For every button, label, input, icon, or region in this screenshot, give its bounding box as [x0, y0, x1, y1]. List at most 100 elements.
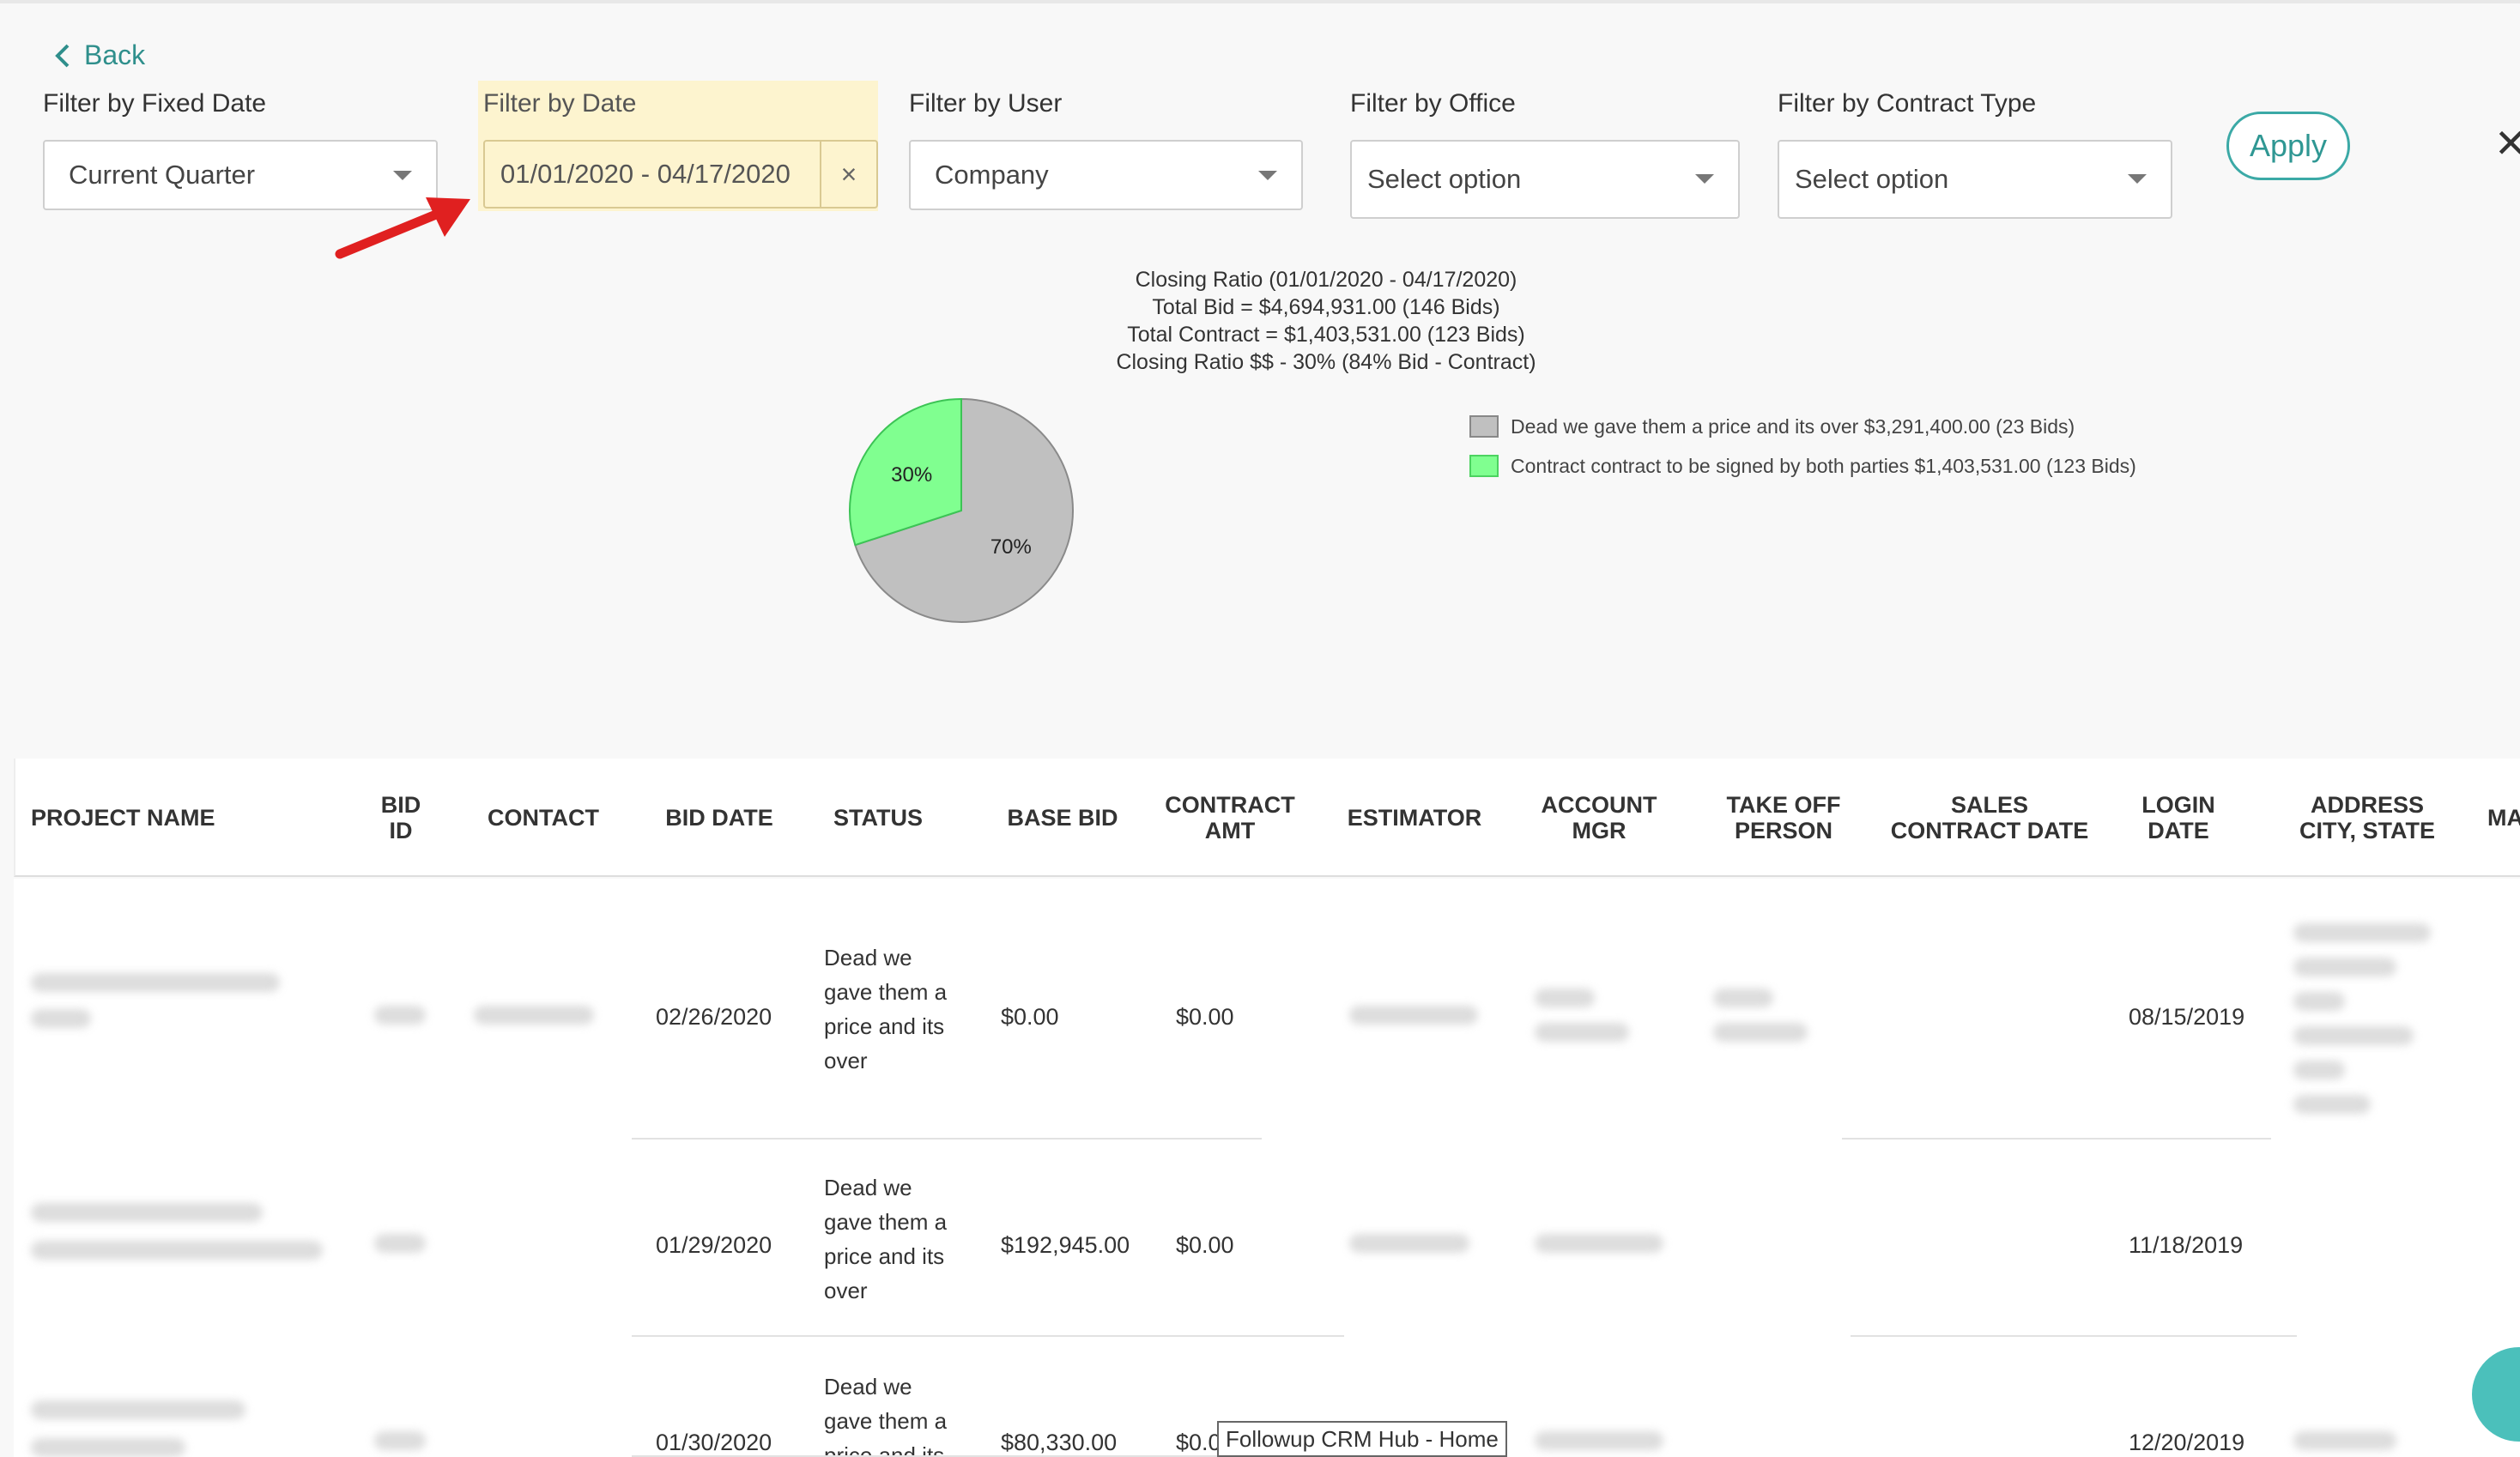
- login-date: 11/18/2019: [2129, 1232, 2244, 1258]
- browser-tooltip: Followup CRM Hub - Home: [1217, 1421, 1507, 1457]
- filter-office-select[interactable]: Select option: [1350, 140, 1740, 219]
- col-contact[interactable]: CONTACT: [488, 805, 599, 831]
- project-name-blurred: [31, 1203, 263, 1222]
- chart-title-line: Closing Ratio (01/01/2020 - 04/17/2020): [1135, 268, 1517, 292]
- legend-label-dead: Dead we gave them a price and its over $…: [1511, 414, 2075, 438]
- contract-amt: $0.0: [1176, 1430, 1221, 1455]
- col-estimator[interactable]: ESTIMATOR: [1347, 805, 1482, 831]
- close-icon[interactable]: ✕: [2494, 121, 2520, 166]
- status: Dead we gave them a price and its over: [824, 945, 948, 1073]
- col-status[interactable]: STATUS: [833, 805, 923, 831]
- row-divider: [632, 1455, 1490, 1457]
- closing-ratio-pie-chart: 70% 30%: [849, 397, 1074, 623]
- filter-fixed-date-select[interactable]: Current Quarter: [43, 140, 438, 210]
- account-mgr-blurred: [1535, 988, 1595, 1007]
- address-blurred: [2293, 1026, 2414, 1045]
- legend-swatch-dead: [1469, 415, 1499, 438]
- bid-id-blurred: [374, 1006, 426, 1025]
- account-mgr-blurred: [1535, 1234, 1663, 1253]
- pie-slice-contract[interactable]: [849, 397, 962, 547]
- col-login-date[interactable]: LOGIN DATE: [2141, 792, 2215, 843]
- col-base-bid[interactable]: BASE BID: [1007, 805, 1118, 831]
- col-address[interactable]: ADDRESS CITY, STATE: [2299, 792, 2435, 843]
- row-divider: [632, 1138, 1262, 1140]
- col-take-off-person[interactable]: TAKE OFF PERSON: [1726, 792, 1841, 843]
- top-border: [0, 0, 2520, 3]
- take-off-blurred: [1713, 988, 1773, 1007]
- apply-button[interactable]: Apply: [2226, 112, 2350, 180]
- red-arrow-annotation: [335, 197, 470, 259]
- login-date: 08/15/2019: [2129, 1004, 2245, 1030]
- account-mgr-blurred: [1535, 1023, 1629, 1042]
- status: Dead we gave them a price and its over: [824, 1175, 948, 1303]
- chart-legend: Dead we gave them a price and its over $…: [1469, 407, 2136, 486]
- address-blurred: [2293, 1095, 2371, 1114]
- filter-date-value: 01/01/2020 - 04/17/2020: [500, 159, 791, 189]
- col-bid-date[interactable]: BID DATE: [665, 805, 773, 831]
- filter-office-value: Select option: [1367, 164, 1522, 194]
- legend-item-dead: Dead we gave them a price and its over $…: [1469, 407, 2136, 446]
- filter-contract-type-label: Filter by Contract Type: [1778, 89, 2037, 118]
- bid-date: 02/26/2020: [656, 1004, 772, 1030]
- account-mgr-blurred: [1535, 1431, 1663, 1450]
- chart-title-line: Total Bid = $4,694,931.00 (146 Bids): [1152, 295, 1500, 319]
- caret-down-icon: [2128, 174, 2147, 184]
- chevron-left-icon: [55, 44, 70, 67]
- login-date: 12/20/2019: [2129, 1430, 2245, 1455]
- pie-label-contract: 30%: [891, 463, 932, 487]
- take-off-blurred: [1713, 1023, 1808, 1042]
- caret-down-icon: [1258, 171, 1277, 180]
- bid-date: 01/30/2020: [656, 1430, 772, 1455]
- caret-down-icon: [1695, 174, 1714, 184]
- base-bid: $80,330.00: [1001, 1430, 1118, 1455]
- filter-contract-type-select[interactable]: Select option: [1778, 140, 2172, 219]
- table-body: 02/26/2020 Dead we gave them a price and…: [14, 879, 2520, 1457]
- project-name-blurred: [31, 973, 280, 992]
- contract-amt: $0.00: [1176, 1232, 1234, 1258]
- project-name-blurred: [31, 1009, 91, 1028]
- bid-id-blurred: [374, 1234, 426, 1253]
- project-name-blurred: [31, 1400, 245, 1419]
- row-divider: [1842, 1138, 2271, 1140]
- address-blurred: [2293, 1431, 2396, 1450]
- row-divider: [1851, 1335, 2297, 1337]
- pie-slice-dead[interactable]: [854, 397, 1074, 623]
- col-bid-id[interactable]: BID ID: [380, 792, 421, 843]
- legend-swatch-contract: [1469, 455, 1499, 477]
- filter-office-label: Filter by Office: [1350, 89, 1516, 118]
- filter-user-select[interactable]: Company: [909, 140, 1303, 210]
- bid-date: 01/29/2020: [656, 1232, 772, 1258]
- clear-date-button[interactable]: ×: [820, 142, 876, 207]
- filter-user-value: Company: [935, 160, 1049, 190]
- filter-fixed-date-label: Filter by Fixed Date: [43, 89, 267, 118]
- back-link[interactable]: Back: [53, 39, 145, 71]
- col-sales-contract-date[interactable]: SALES CONTRACT DATE: [1890, 792, 2089, 843]
- base-bid: $192,945.00: [1001, 1232, 1130, 1258]
- legend-item-contract: Contract contract to be signed by both p…: [1469, 446, 2136, 486]
- address-blurred: [2293, 992, 2345, 1011]
- status: Dead we gave them a price and its: [824, 1374, 948, 1457]
- table-header: PROJECT NAME BID ID CONTACT BID DATE STA…: [14, 759, 2520, 877]
- col-ma[interactable]: MA: [2487, 805, 2520, 831]
- caret-down-icon: [393, 171, 412, 180]
- bid-id-blurred: [374, 1431, 426, 1450]
- address-blurred: [2293, 1061, 2345, 1079]
- filter-date-input[interactable]: 01/01/2020 - 04/17/2020 ×: [483, 140, 878, 209]
- base-bid: $0.00: [1001, 1004, 1059, 1030]
- filter-user-label: Filter by User: [909, 89, 1063, 118]
- legend-label-contract: Contract contract to be signed by both p…: [1511, 454, 2136, 477]
- chart-title-line: Closing Ratio $$ - 30% (84% Bid - Contra…: [1116, 350, 1536, 374]
- address-blurred: [2293, 958, 2396, 976]
- col-contract-amt[interactable]: CONTRACT AMT: [1165, 792, 1295, 843]
- row-divider: [632, 1335, 1344, 1337]
- filter-contract-type-value: Select option: [1795, 164, 1949, 194]
- filter-fixed-date-value: Current Quarter: [69, 160, 256, 190]
- col-account-mgr[interactable]: ACCOUNT MGR: [1541, 792, 1657, 843]
- col-project-name[interactable]: PROJECT NAME: [31, 805, 215, 831]
- estimator-blurred: [1349, 1006, 1478, 1025]
- chart-title-line: Total Contract = $1,403,531.00 (123 Bids…: [1127, 323, 1525, 347]
- address-blurred: [2293, 923, 2431, 942]
- contact-blurred: [474, 1006, 594, 1025]
- back-label: Back: [84, 39, 146, 70]
- filter-date-label: Filter by Date: [483, 89, 637, 118]
